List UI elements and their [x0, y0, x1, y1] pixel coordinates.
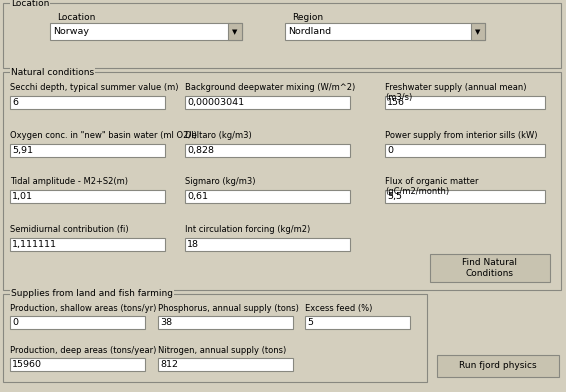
Text: Power supply from interior sills (kW): Power supply from interior sills (kW) — [385, 131, 538, 140]
Text: Flux of organic matter
(gC/m2/month): Flux of organic matter (gC/m2/month) — [385, 177, 478, 196]
Text: Norway: Norway — [53, 27, 89, 36]
Text: Region: Region — [292, 13, 323, 22]
Bar — [471, 23, 485, 40]
Text: Deltaro (kg/m3): Deltaro (kg/m3) — [185, 131, 252, 140]
Text: Find Natural
Conditions: Find Natural Conditions — [462, 258, 517, 278]
Text: 0: 0 — [387, 146, 393, 155]
Bar — [158, 316, 293, 329]
Text: Production, shallow areas (tons/yr): Production, shallow areas (tons/yr) — [10, 304, 156, 313]
Text: Natural conditions: Natural conditions — [11, 67, 94, 76]
Text: ▼: ▼ — [232, 29, 238, 35]
Bar — [437, 355, 559, 377]
Text: Run fjord physics: Run fjord physics — [459, 361, 537, 370]
Text: 1,111111: 1,111111 — [12, 240, 57, 249]
Text: Sigmaro (kg/m3): Sigmaro (kg/m3) — [185, 177, 255, 186]
Bar — [385, 144, 545, 157]
Text: 5: 5 — [307, 318, 313, 327]
Bar — [430, 254, 550, 282]
Bar — [185, 144, 350, 157]
Text: Semidiurnal contribution (fi): Semidiurnal contribution (fi) — [10, 225, 128, 234]
Text: 15960: 15960 — [12, 360, 42, 369]
Bar — [305, 316, 410, 329]
Text: ▼: ▼ — [475, 29, 481, 35]
Text: Excess feed (%): Excess feed (%) — [305, 304, 372, 313]
Text: 5,91: 5,91 — [12, 146, 33, 155]
Bar — [10, 96, 165, 109]
Bar — [10, 238, 165, 251]
Text: 156: 156 — [387, 98, 405, 107]
Text: 812: 812 — [160, 360, 178, 369]
Text: Oxygen conc. in "new" basin water (ml O2/l): Oxygen conc. in "new" basin water (ml O2… — [10, 131, 197, 140]
Text: Location: Location — [11, 0, 49, 7]
Bar — [3, 3, 561, 68]
Text: Int circulation forcing (kg/m2): Int circulation forcing (kg/m2) — [185, 225, 310, 234]
Text: 18: 18 — [187, 240, 199, 249]
Bar — [50, 23, 242, 40]
Bar — [10, 190, 165, 203]
Text: 0: 0 — [12, 318, 18, 327]
Bar — [158, 358, 293, 371]
Text: 1,01: 1,01 — [12, 192, 33, 201]
Text: 38: 38 — [160, 318, 172, 327]
Bar — [10, 358, 145, 371]
Bar — [10, 144, 165, 157]
Text: 5,5: 5,5 — [387, 192, 402, 201]
Bar — [3, 294, 427, 382]
Text: Production, deep areas (tons/year): Production, deep areas (tons/year) — [10, 346, 156, 355]
Text: 6: 6 — [12, 98, 18, 107]
Text: Supplies from land and fish farming: Supplies from land and fish farming — [11, 290, 173, 298]
Text: Background deepwater mixing (W/m^2): Background deepwater mixing (W/m^2) — [185, 83, 355, 92]
Text: Location: Location — [57, 13, 96, 22]
Bar — [285, 23, 485, 40]
Bar — [228, 23, 242, 40]
Bar — [3, 72, 561, 290]
Bar — [385, 190, 545, 203]
Text: Freshwater supply (annual mean)
(m3/s): Freshwater supply (annual mean) (m3/s) — [385, 83, 526, 102]
Bar — [385, 96, 545, 109]
Text: Tidal amplitude - M2+S2(m): Tidal amplitude - M2+S2(m) — [10, 177, 128, 186]
Text: Nordland: Nordland — [288, 27, 331, 36]
Text: 0,00003041: 0,00003041 — [187, 98, 244, 107]
Bar — [185, 238, 350, 251]
Bar — [185, 96, 350, 109]
Text: 0,61: 0,61 — [187, 192, 208, 201]
Bar — [185, 190, 350, 203]
Text: 0,828: 0,828 — [187, 146, 214, 155]
Text: Phosphorus, annual supply (tons): Phosphorus, annual supply (tons) — [158, 304, 299, 313]
Bar — [10, 316, 145, 329]
Text: Nitrogen, annual supply (tons): Nitrogen, annual supply (tons) — [158, 346, 286, 355]
Text: Secchi depth, typical summer value (m): Secchi depth, typical summer value (m) — [10, 83, 178, 92]
